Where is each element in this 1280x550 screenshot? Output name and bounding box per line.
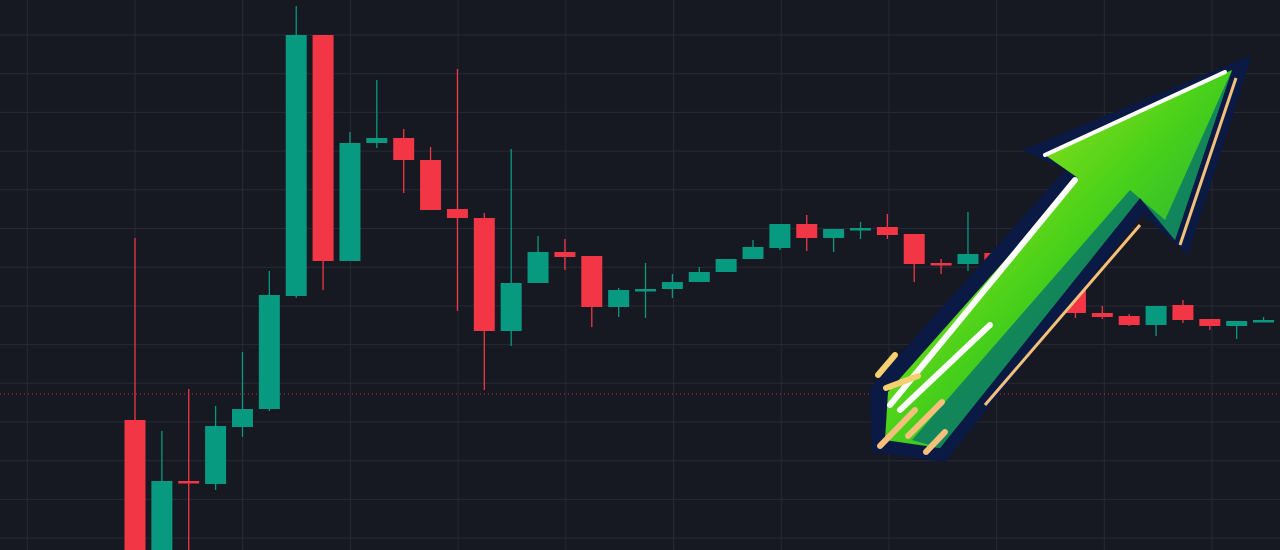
candle-up [715, 259, 737, 272]
streak-line [983, 224, 1142, 406]
candle-body [231, 409, 253, 427]
candle-down [554, 239, 576, 270]
streak-line [1178, 77, 1238, 246]
candle-up [151, 431, 173, 550]
candle-down [903, 234, 925, 282]
candle-up [366, 80, 388, 148]
arrow-body [885, 70, 1232, 448]
candle-up [849, 222, 871, 239]
candle-body [178, 481, 200, 484]
candle-body [876, 227, 898, 235]
candle-body [823, 229, 845, 238]
candle-up [1145, 306, 1167, 336]
candle-up [661, 274, 683, 298]
candle-body [742, 247, 764, 259]
candle-body [1091, 313, 1113, 317]
candle-down [1091, 306, 1113, 319]
candle-down [1118, 314, 1140, 326]
candle-body [957, 254, 979, 264]
candle-body [554, 252, 576, 257]
candle-up [769, 224, 791, 250]
candle-body [608, 290, 630, 307]
candle-up [285, 6, 307, 298]
candle-up [527, 236, 549, 283]
candle-body [393, 138, 415, 160]
candle-down [796, 215, 818, 251]
candle-body [473, 218, 495, 331]
candle-up [635, 263, 657, 318]
candle-body [930, 263, 952, 266]
candle-body [769, 224, 791, 248]
candle-body [581, 256, 603, 307]
candle-body [366, 138, 388, 143]
speed-streak [883, 373, 921, 391]
speed-streak [923, 429, 948, 455]
arrow-shade [912, 70, 1232, 448]
candle-body [151, 481, 173, 550]
candle-up [957, 212, 979, 271]
candle-down [312, 35, 334, 290]
candle-down [420, 147, 442, 210]
arrow-highlight-2 [897, 322, 993, 413]
speed-streak [905, 399, 945, 439]
candle-up [258, 271, 280, 411]
candle-up [823, 229, 845, 252]
candle-down [1172, 300, 1194, 323]
candle-body [339, 143, 361, 261]
candle-body [446, 209, 468, 218]
candle-body [205, 426, 227, 484]
candle-up [1226, 321, 1248, 339]
candle-down [178, 389, 200, 550]
candle-body [635, 289, 657, 292]
candle-body [1118, 316, 1140, 325]
candle-body [500, 283, 522, 331]
candle-up [1253, 317, 1275, 323]
candle-down [473, 213, 495, 390]
arrow-highlight [887, 177, 1078, 408]
candle-body [1253, 320, 1275, 323]
candle-up [205, 406, 227, 490]
candle-up [339, 132, 361, 261]
candle-down [124, 238, 146, 550]
candle-body [903, 234, 925, 264]
arrow-head-highlight [1043, 70, 1227, 157]
candle-body [1145, 306, 1167, 325]
candle-body [258, 295, 280, 409]
candle-body [688, 272, 710, 282]
candle-body [285, 35, 307, 296]
candle-body [849, 228, 871, 231]
speed-streak [875, 352, 898, 378]
candle-down [930, 259, 952, 274]
candle-up [742, 240, 764, 259]
candle-body [312, 35, 334, 261]
candle-body [1172, 305, 1194, 320]
candle-body [661, 282, 683, 289]
candle-up [608, 288, 630, 317]
candle-down [1199, 319, 1221, 330]
candle-down [393, 129, 415, 193]
candle-down [446, 69, 468, 311]
candle-down [581, 256, 603, 327]
candles [124, 6, 1275, 550]
candle-body [796, 224, 818, 238]
speed-streak [877, 407, 918, 449]
candle-body [527, 252, 549, 283]
candle-body [1226, 321, 1248, 326]
candle-body [715, 259, 737, 272]
candle-up [688, 267, 710, 282]
candle-up [231, 352, 253, 437]
candle-down [876, 214, 898, 239]
candle-body [420, 160, 442, 210]
candle-up [500, 149, 522, 346]
candle-body [1199, 319, 1221, 326]
candle-body [124, 420, 146, 550]
